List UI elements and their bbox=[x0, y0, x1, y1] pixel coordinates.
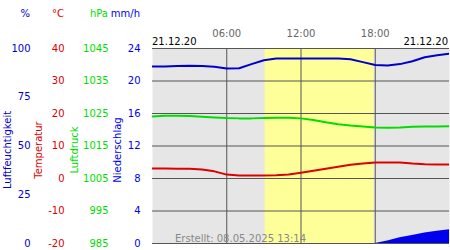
svg-text:0: 0 bbox=[134, 238, 140, 249]
html-text:°C: °C bbox=[52, 8, 64, 19]
html-text:Luftfeuchtigkeit: Luftfeuchtigkeit bbox=[2, 110, 13, 190]
svg-text:06:00: 06:00 bbox=[212, 28, 241, 39]
svg-text:75: 75 bbox=[18, 91, 31, 102]
svg-text:985: 985 bbox=[89, 238, 108, 249]
svg-text:-20: -20 bbox=[48, 238, 64, 249]
svg-text:1045: 1045 bbox=[83, 43, 108, 54]
svg-text:20: 20 bbox=[128, 75, 141, 86]
svg-text:0: 0 bbox=[24, 238, 30, 249]
svg-text:12:00: 12:00 bbox=[287, 28, 316, 39]
html-text:Niederschlag: Niederschlag bbox=[112, 117, 123, 183]
svg-text:1015: 1015 bbox=[83, 140, 108, 151]
svg-text:-10: -10 bbox=[48, 205, 64, 216]
html-text:hPa: hPa bbox=[90, 8, 108, 19]
svg-text:25: 25 bbox=[18, 189, 31, 200]
svg-text:10: 10 bbox=[52, 140, 65, 151]
html-text:21.12.20: 21.12.20 bbox=[403, 36, 448, 47]
svg-text:12: 12 bbox=[128, 140, 141, 151]
svg-text:1035: 1035 bbox=[83, 75, 108, 86]
svg-text:995: 995 bbox=[89, 205, 108, 216]
svg-text:100: 100 bbox=[11, 43, 30, 54]
html-text:Erstellt: 08.05.2025 13:14: Erstellt: 08.05.2025 13:14 bbox=[175, 233, 306, 244]
svg-text:4: 4 bbox=[134, 205, 140, 216]
html-text:Temperatur: Temperatur bbox=[33, 121, 44, 179]
svg-text:24: 24 bbox=[128, 43, 141, 54]
svg-text:20: 20 bbox=[52, 108, 65, 119]
svg-text:50: 50 bbox=[18, 140, 31, 151]
svg-text:16: 16 bbox=[128, 108, 141, 119]
svg-text:1005: 1005 bbox=[83, 173, 108, 184]
svg-text:18:00: 18:00 bbox=[361, 28, 390, 39]
svg-text:8: 8 bbox=[134, 173, 140, 184]
html-text:mm/h: mm/h bbox=[110, 8, 140, 19]
svg-text:0: 0 bbox=[58, 173, 64, 184]
svg-text:1025: 1025 bbox=[83, 108, 108, 119]
html-text:Luftdruck: Luftdruck bbox=[69, 126, 80, 174]
svg-text:40: 40 bbox=[52, 43, 65, 54]
html-text:21.12.20: 21.12.20 bbox=[152, 36, 197, 47]
svg-text:30: 30 bbox=[52, 75, 65, 86]
